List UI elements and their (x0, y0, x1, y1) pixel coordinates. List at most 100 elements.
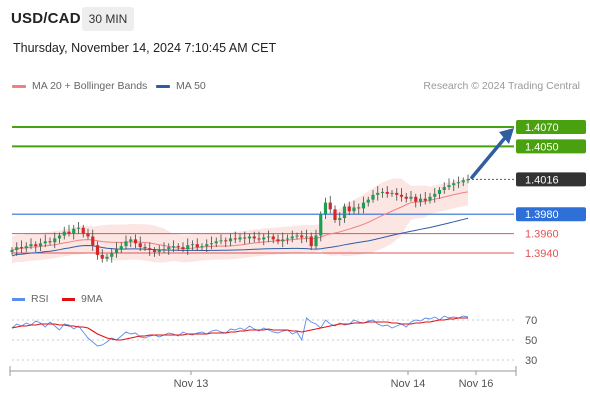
candle-body (257, 238, 261, 240)
candle-body (281, 239, 285, 242)
candle-body (338, 218, 342, 221)
candle-body (295, 235, 299, 237)
candle-body (200, 246, 204, 248)
candle-body (43, 241, 47, 244)
level-label-1.3960: 1.3960 (525, 229, 559, 241)
candle-body (224, 240, 228, 242)
candle-body (124, 241, 128, 247)
ma50-line (11, 217, 469, 257)
ma50-swatch (156, 84, 170, 88)
rsi-swatch (12, 297, 25, 301)
rsi-tick-30: 30 (525, 355, 537, 367)
level-label-1.4016: 1.4016 (525, 174, 559, 186)
symbol-title: USD/CAD (11, 10, 81, 27)
candle-body (285, 238, 290, 240)
candle-body (214, 241, 218, 244)
candle-body (309, 236, 313, 247)
candle-body (105, 256, 109, 259)
candle-body (19, 247, 24, 249)
candle-body (456, 182, 461, 184)
moving-averages (11, 191, 469, 257)
ma20-line (11, 191, 469, 251)
candle-body (76, 227, 81, 229)
candle-body (100, 254, 104, 259)
candle-body (148, 248, 152, 251)
ma50-label: MA 50 (176, 80, 206, 92)
candle-body (352, 207, 356, 212)
candle-body (190, 244, 195, 246)
ma9-swatch (62, 297, 75, 301)
candle-body (437, 190, 442, 194)
candle-body (461, 180, 465, 183)
candle-body (238, 237, 242, 240)
candle-body (186, 245, 190, 250)
candle-body (304, 236, 309, 238)
candle-body (447, 185, 451, 188)
candle-body (328, 202, 332, 210)
legend-ma50: MA 50 (156, 80, 206, 92)
credit-label: Research © 2024 Trading Central (423, 80, 580, 92)
candle-body (323, 202, 328, 215)
candle-body (314, 235, 318, 247)
legend-ma20: MA 20 + Bollinger Bands (12, 80, 147, 92)
candle-body (452, 183, 456, 186)
candle-body (176, 246, 180, 248)
candle-body (376, 192, 380, 195)
level-label-1.4050: 1.4050 (525, 141, 559, 153)
candle-body (399, 194, 404, 197)
candle-body (357, 207, 361, 209)
candle-body (228, 238, 233, 242)
candle-body (371, 194, 375, 200)
candle-body (209, 243, 214, 245)
top-bar: USD/CAD 30 MIN (0, 0, 590, 36)
candle-body (157, 250, 161, 252)
candle-body (361, 202, 366, 209)
forecast-arrow (470, 128, 514, 180)
candle-body (34, 244, 38, 247)
candle-body (247, 236, 252, 239)
level-label-1.4070: 1.4070 (525, 122, 559, 134)
rsi-tick-70: 70 (525, 315, 537, 327)
bollinger-band-fill (12, 178, 468, 264)
level-box-1.4016 (516, 172, 586, 187)
candle-body (152, 250, 157, 252)
candle-body (62, 231, 66, 236)
candle-body (319, 214, 323, 236)
candlesticks (10, 174, 470, 263)
x-tick-label: Nov 13 (174, 378, 209, 390)
candle-body (409, 196, 413, 199)
candle-body (167, 247, 171, 250)
candle-body (418, 198, 423, 202)
level-box-1.4050 (516, 139, 586, 154)
candle-body (366, 199, 370, 203)
candle-body (81, 227, 85, 234)
candle-body (333, 209, 337, 221)
rsi-panel: 70 50 30 (11, 315, 537, 367)
candle-body (233, 238, 237, 240)
candle-body (195, 244, 199, 248)
candle-body (342, 206, 347, 219)
candle-body (95, 245, 100, 255)
x-tick-label: Nov 16 (459, 378, 494, 390)
candle-body (380, 191, 385, 193)
legend-rsi: RSI (12, 293, 49, 305)
candle-body (271, 236, 275, 240)
candle-body (428, 196, 432, 201)
timeframe-button[interactable]: 30 MIN (82, 7, 134, 31)
candle-body (347, 206, 351, 212)
candle-body (466, 179, 470, 181)
level-box-1.4070 (516, 120, 586, 135)
candle-body (114, 249, 119, 253)
candle-body (442, 187, 446, 190)
rsi-series-RSI (11, 315, 469, 347)
candle-body (48, 241, 52, 243)
price-levels: 1.4070 1.4050 1.4016 1.3980 1.3960 1.3940 (12, 120, 586, 260)
candle-body (290, 236, 294, 239)
candle-body (404, 196, 408, 199)
candle-body (276, 239, 280, 242)
candle-body (129, 239, 133, 242)
candle-body (205, 244, 209, 247)
candle-body (57, 235, 62, 239)
rsi-tick-50: 50 (525, 335, 537, 347)
